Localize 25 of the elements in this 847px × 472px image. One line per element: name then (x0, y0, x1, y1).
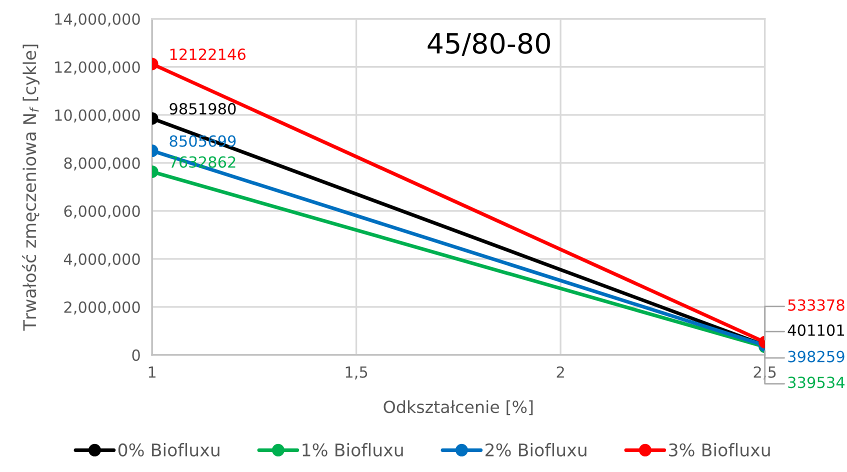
x-tick-label: 1,5 (346, 366, 368, 380)
legend-label: 3% Biofluxu (669, 443, 770, 456)
data-label: 12122146 (170, 48, 246, 60)
legend-label: 0% Biofluxu (118, 443, 220, 456)
legend-label: 2% Biofluxu (486, 443, 586, 456)
y-tick-label: 12,000,000 (55, 61, 140, 74)
data-label: 398259 (788, 350, 844, 362)
x-tick-label: 2 (556, 366, 564, 378)
data-label: 9851980 (170, 102, 236, 115)
x-axis-title: Odkształcenie [%] (384, 400, 533, 416)
y-tick-label: 2,000,000 (64, 301, 140, 315)
y-tick-label: 8,000,000 (64, 157, 140, 170)
y-tick-label: 4,000,000 (64, 253, 140, 267)
data-label: 533378 (788, 299, 844, 311)
y-tick-label: 0 (132, 349, 140, 361)
legend-label: 1% Biofluxu (302, 443, 403, 456)
y-tick-label: 14,000,000 (55, 13, 140, 26)
y-tick-label: 10,000,000 (55, 109, 140, 122)
x-tick-label: 1 (148, 366, 156, 378)
chart-title: 45/80-80 (428, 32, 550, 56)
y-tick-label: 6,000,000 (64, 205, 140, 218)
data-label: 401101 (788, 324, 844, 336)
data-label: 339534 (788, 376, 845, 388)
x-tick-label: 2,5 (754, 366, 776, 380)
y-axis-title: Trwałość zmęczeniowa N$_{f}$ [cykle] (22, 44, 40, 331)
